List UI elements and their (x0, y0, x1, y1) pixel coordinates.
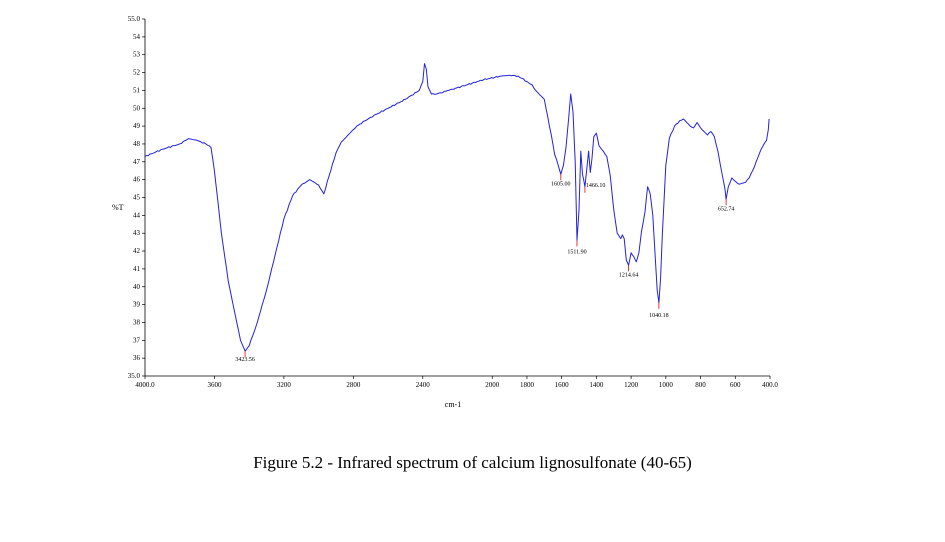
y-tick-label: 48 (133, 140, 141, 148)
y-axis: 55.0 54 53 52 51 50 49 48 47 46 45 44 43 42 41 40 39 38 37… (128, 15, 145, 380)
peak-label: 652.74 (718, 206, 735, 212)
y-tick-label: 39 (133, 301, 141, 309)
x-axis-label: cm-1 (445, 400, 461, 409)
x-tick-label: 1600 (555, 381, 570, 389)
y-axis-label: %T (112, 203, 124, 212)
x-tick-label: 3600 (207, 381, 222, 389)
y-tick-label: 46 (133, 176, 141, 184)
y-tick-label: 51 (133, 86, 141, 94)
y-tick-label: 55.0 (128, 15, 141, 23)
y-tick-label: 53 (133, 51, 141, 59)
peak-label: 1511.90 (567, 249, 586, 255)
y-tick-label: 41 (133, 265, 141, 273)
peak-label: 1466.10 (586, 183, 606, 189)
x-tick-label: 1400 (589, 381, 604, 389)
spectrum-line (144, 63, 770, 352)
x-tick-label: 2400 (416, 381, 431, 389)
y-tick-label: 42 (133, 247, 141, 255)
y-tick-label: 44 (133, 211, 141, 219)
peak-label: 3423.56 (235, 357, 255, 363)
x-tick-label: 2000 (485, 381, 500, 389)
x-tick-label: 1800 (520, 381, 535, 389)
x-tick-label: 4000.0 (135, 381, 155, 389)
peak-label: 1605.00 (551, 181, 571, 187)
y-tick-label: 47 (133, 158, 141, 166)
y-tick-label: 37 (133, 336, 141, 344)
x-tick-label: 600 (730, 381, 741, 389)
x-tick-label: 1000 (659, 381, 674, 389)
series-layer (144, 63, 770, 352)
peak-label: 1214.64 (619, 272, 639, 278)
x-tick-label: 2800 (346, 381, 361, 389)
y-tick-label: 45 (133, 194, 141, 202)
ir-spectrum-chart: 55.0 54 53 52 51 50 49 48 47 46 45 44 43 42 41 40 39 38 37… (112, 15, 778, 409)
y-tick-label: 35.0 (128, 372, 141, 380)
y-tick-label: 38 (133, 318, 141, 326)
y-tick-label: 40 (133, 283, 141, 291)
x-tick-label: 1200 (624, 381, 639, 389)
x-tick-label: 400.0 (762, 381, 778, 389)
y-tick-label: 50 (133, 104, 141, 112)
y-tick-label: 54 (133, 33, 141, 41)
figure-caption: Figure 5.2 - Infrared spectrum of calciu… (253, 453, 692, 472)
y-tick-label: 43 (133, 229, 141, 237)
x-axis: 4000.0 3600 3200 2800 2400 2000 1800 1600 1400 12… (135, 376, 778, 389)
plot-frame (144, 19, 770, 377)
y-tick-label: 36 (133, 354, 141, 362)
y-tick-label: 52 (133, 69, 141, 77)
x-tick-label: 800 (695, 381, 706, 389)
y-tick-label: 49 (133, 122, 141, 130)
peak-label: 1040.18 (649, 313, 669, 319)
x-tick-label: 3200 (277, 381, 292, 389)
peak-annotations: 3423.56 1605.00 1511.90 1466.10 1214.64 1040.… (235, 174, 734, 363)
